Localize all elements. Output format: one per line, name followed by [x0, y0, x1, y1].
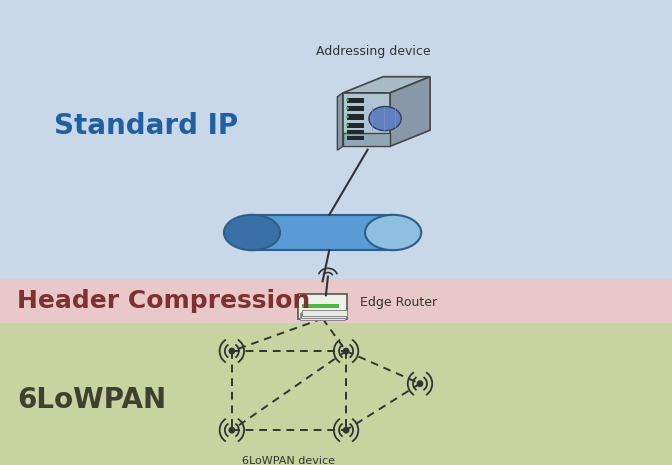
Bar [347, 131, 364, 136]
Text: Header Compression: Header Compression [17, 289, 310, 313]
Bar [252, 215, 393, 250]
Ellipse shape [343, 348, 349, 354]
Ellipse shape [346, 115, 349, 118]
Bar [347, 106, 364, 111]
Text: Addressing device: Addressing device [316, 45, 430, 58]
FancyBboxPatch shape [302, 310, 347, 316]
Polygon shape [343, 133, 390, 146]
Polygon shape [390, 77, 430, 146]
Bar [347, 98, 364, 103]
Bar [302, 304, 339, 308]
Polygon shape [337, 93, 343, 150]
Text: Standard IP: Standard IP [54, 112, 238, 140]
Ellipse shape [369, 106, 401, 131]
Ellipse shape [346, 107, 349, 110]
Text: 6LoWPAN: 6LoWPAN [17, 386, 166, 414]
Polygon shape [343, 77, 430, 93]
Ellipse shape [417, 380, 423, 387]
Ellipse shape [228, 348, 235, 354]
Ellipse shape [346, 124, 349, 126]
Ellipse shape [343, 427, 349, 433]
Ellipse shape [224, 215, 280, 250]
Bar [0, 279, 672, 323]
Bar [0, 0, 672, 279]
Ellipse shape [346, 99, 349, 101]
Bar [347, 136, 364, 140]
Bar [347, 114, 364, 120]
Ellipse shape [346, 132, 349, 135]
FancyBboxPatch shape [301, 312, 346, 318]
Bar [347, 123, 364, 128]
Ellipse shape [228, 427, 235, 433]
Bar [347, 130, 364, 134]
Ellipse shape [365, 215, 421, 250]
Text: 6LoWPAN device: 6LoWPAN device [243, 456, 335, 465]
Text: Edge Router: Edge Router [360, 296, 437, 309]
Polygon shape [343, 93, 390, 146]
FancyBboxPatch shape [298, 294, 347, 319]
FancyBboxPatch shape [300, 313, 345, 320]
Bar [0, 323, 672, 465]
